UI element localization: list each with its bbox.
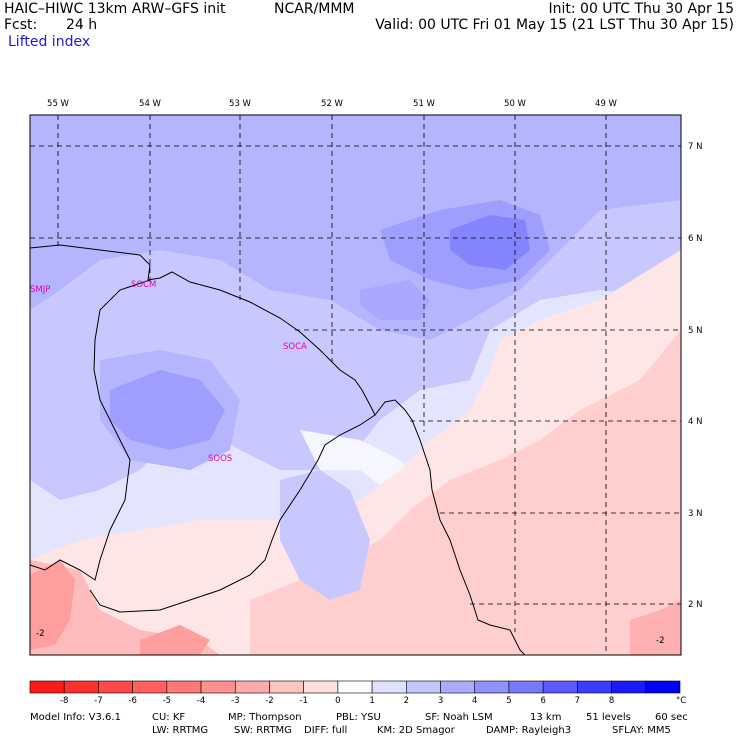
field-pink-5 — [140, 625, 210, 655]
field-pink-4 — [30, 560, 75, 650]
colorbar-swatch — [508, 680, 544, 694]
colorbar-tick-label: 7 — [575, 696, 580, 706]
field-pink-3 — [30, 560, 220, 655]
colorbar-tick-label: -2 — [265, 696, 273, 706]
field-name: Lifted index — [8, 34, 91, 50]
station-labels: SMJP SOCM SOCA SOOS — [30, 280, 307, 464]
colorbar-tick-label: -7 — [94, 696, 102, 706]
valid-time: Valid: 00 UTC Fri 01 May 15 (21 LST Thu … — [375, 17, 734, 33]
lat-label: 6 N — [688, 234, 702, 244]
colorbar-swatch — [406, 680, 441, 694]
colorbar-swatch — [577, 680, 612, 694]
lon-label: 55 W — [47, 99, 70, 109]
field-band-4 — [450, 215, 530, 270]
footer-levels: 51 levels — [586, 712, 631, 723]
footer-timestep: 60 sec — [655, 712, 688, 723]
colorbar-tick-label: 1 — [369, 696, 374, 706]
station-soca: SOCA — [283, 342, 307, 352]
footer-km: KM: 2D Smagor — [377, 725, 455, 736]
colorbar-tick-label: -1 — [299, 696, 307, 706]
colorbar-swatch — [63, 680, 99, 694]
footer-damp: DAMP: Rayleigh3 — [486, 725, 572, 736]
colorbar-swatch — [29, 680, 65, 694]
footer-lw: LW: RRTMG — [152, 725, 209, 736]
lat-lon-grid — [30, 115, 681, 655]
lon-label: 53 W — [229, 99, 252, 109]
colorbar-swatch — [645, 680, 681, 694]
lon-label: 49 W — [595, 99, 618, 109]
init-time: Init: 00 UTC Thu 30 Apr 15 — [548, 1, 734, 17]
colorbar-swatch — [200, 680, 236, 694]
latitude-labels: 7 N 6 N 5 N 4 N 3 N 2 N — [688, 142, 702, 610]
colorbar-tick-label: -4 — [197, 696, 205, 706]
field-band-3c — [360, 280, 430, 320]
lon-label: 52 W — [321, 99, 344, 109]
footer-pbl: PBL: YSU — [336, 712, 381, 723]
lat-label: 3 N — [688, 509, 702, 519]
lat-label: 5 N — [688, 326, 702, 336]
footer-model-info: Model Info: V3.6.1 — [30, 712, 121, 723]
fcst-label: Fcst: — [4, 17, 38, 33]
colorbar-tick-label: 8 — [609, 696, 614, 706]
footer-resolution: 13 km — [530, 712, 562, 723]
colorbar-tick-label: -6 — [128, 696, 136, 706]
plot-frame — [29, 114, 682, 656]
contour-label: -2 — [36, 629, 44, 639]
footer-mp: MP: Thompson — [228, 712, 302, 723]
colorbar-swatch — [474, 680, 510, 694]
colorbar-swatch — [166, 680, 202, 694]
footer-diff: DIFF: full — [304, 725, 348, 736]
field-pink-6 — [630, 600, 681, 655]
footer-sw: SW: RRTMG — [234, 725, 292, 736]
colorbar-tick-label: 5 — [506, 696, 511, 706]
border-suriname-east — [89, 414, 376, 613]
fcst-value: 24 h — [66, 17, 98, 33]
station-smjp: SMJP — [30, 285, 50, 295]
colorbar: -8 -7 -6 -5 -4 -3 -2 -1 0 1 2 3 4 5 6 7 8 °C — [29, 680, 686, 706]
colorbar-tick-label: -5 — [163, 696, 171, 706]
colorbar-unit: °C — [676, 696, 686, 706]
colorbar-swatch — [132, 680, 168, 694]
field-blue-tongue — [280, 470, 370, 600]
footer-cu: CU: KF — [152, 712, 186, 723]
lat-label: 2 N — [688, 600, 702, 610]
contour-label: -2 — [656, 636, 664, 646]
field-band-2 — [30, 115, 681, 340]
colorbar-swatch — [440, 680, 476, 694]
lon-label: 54 W — [139, 99, 162, 109]
colorbar-tick-label: 2 — [404, 696, 409, 706]
colorbar-swatch — [303, 680, 339, 694]
colorbar-swatch — [269, 680, 304, 694]
colorbar-tick-label: 6 — [540, 696, 545, 706]
colorbar-tick-label: -3 — [231, 696, 239, 706]
model-title: HAIC–HIWC 13km ARW–GFS init — [4, 1, 226, 17]
colorbar-tick-label: 4 — [472, 696, 477, 706]
border-suriname-west — [30, 279, 151, 581]
longitude-labels: 55 W 54 W 53 W 52 W 51 W 50 W 49 W — [47, 99, 618, 109]
coastline — [30, 244, 526, 655]
lon-label: 50 W — [504, 99, 527, 109]
colorbar-tick-label: 0 — [335, 696, 340, 706]
lifted-index-field — [30, 115, 681, 655]
lon-label: 51 W — [413, 99, 436, 109]
colorbar-swatch — [371, 680, 407, 694]
footer-sf: SF: Noah LSM — [425, 712, 493, 723]
lat-label: 7 N — [688, 142, 702, 152]
coast-line — [30, 244, 526, 655]
colorbar-tick-label: 3 — [438, 696, 443, 706]
footer-sflay: SFLAY: MM5 — [612, 725, 671, 736]
colorbar-swatch — [337, 680, 373, 694]
lat-label: 4 N — [688, 417, 702, 427]
station-socm: SOCM — [131, 280, 156, 290]
station-soos: SOOS — [208, 454, 232, 464]
colorbar-tick-label: -8 — [60, 696, 68, 706]
colorbar-swatch — [611, 680, 647, 694]
colorbar-swatch — [98, 680, 133, 694]
org-label: NCAR/MMM — [274, 1, 355, 17]
field-band-3b — [110, 370, 225, 450]
colorbar-swatch — [542, 680, 578, 694]
colorbar-swatch — [234, 680, 270, 694]
